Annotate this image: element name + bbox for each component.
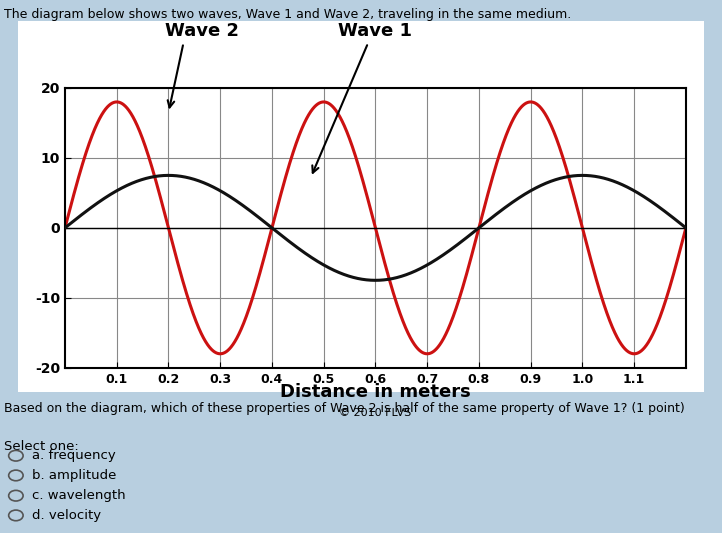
- Text: b. amplitude: b. amplitude: [32, 469, 116, 482]
- Text: d. velocity: d. velocity: [32, 509, 101, 522]
- Text: Wave 1: Wave 1: [339, 22, 412, 40]
- Text: Based on the diagram, which of these properties of Wave 2 is half of the same pr: Based on the diagram, which of these pro…: [4, 402, 684, 415]
- Text: Select one:: Select one:: [4, 440, 79, 453]
- Text: © 2010 FLVS: © 2010 FLVS: [339, 408, 412, 418]
- Text: The diagram below shows two waves, Wave 1 and Wave 2, traveling in the same medi: The diagram below shows two waves, Wave …: [4, 8, 571, 21]
- Text: Wave 2: Wave 2: [165, 22, 238, 40]
- Text: a. frequency: a. frequency: [32, 449, 116, 462]
- Text: c. wavelength: c. wavelength: [32, 489, 126, 502]
- Text: Distance in meters: Distance in meters: [280, 383, 471, 401]
